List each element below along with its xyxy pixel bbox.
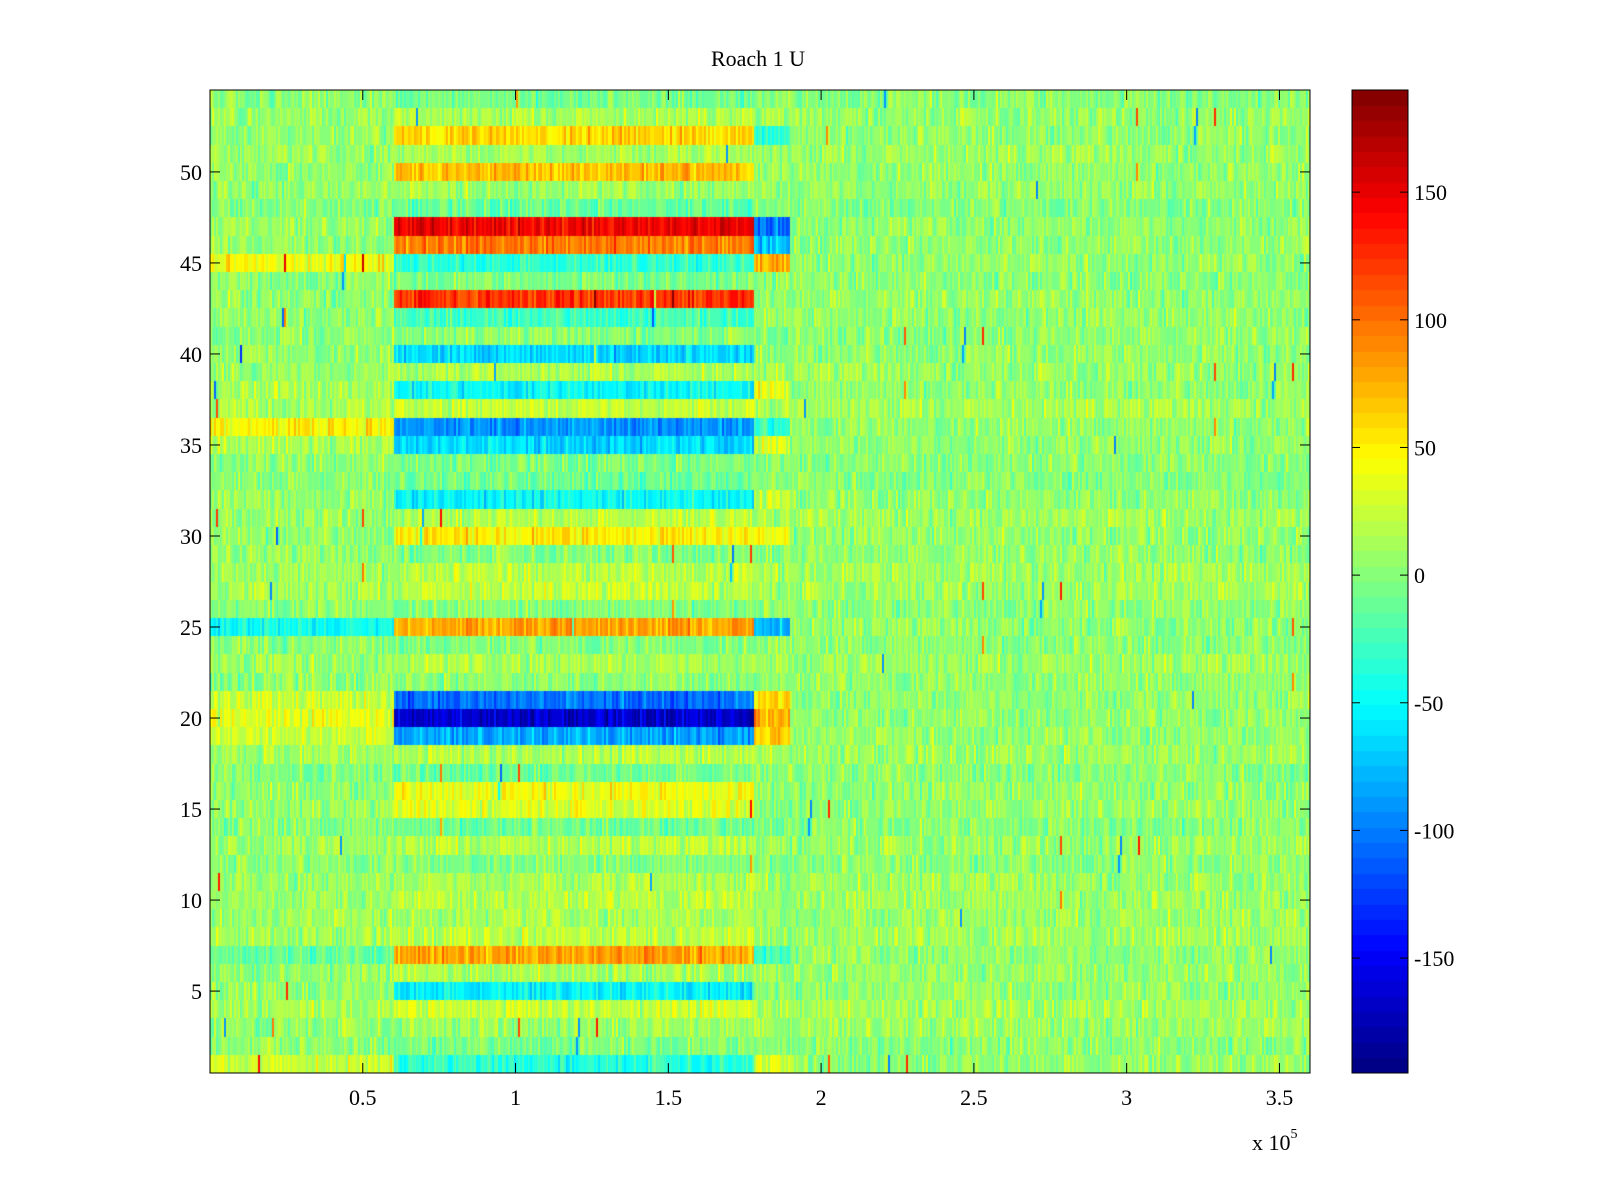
chart-title: Roach 1 U xyxy=(711,46,805,71)
x-tick-label: 2.5 xyxy=(960,1085,988,1110)
colorbar-tick-label: 100 xyxy=(1414,308,1447,333)
x-tick-label: 1.5 xyxy=(655,1085,683,1110)
x-tick-label: 3.5 xyxy=(1266,1085,1294,1110)
x-axis: 0.5 1 1.5 2 2.5 3 3.5 xyxy=(349,90,1293,1110)
colorbar-tick-label: -150 xyxy=(1414,946,1454,971)
colorbar-tick-label: 0 xyxy=(1414,563,1425,588)
x-exponent-base: x 10 xyxy=(1252,1130,1291,1155)
y-tick-label: 50 xyxy=(180,160,202,185)
heatmap-cells xyxy=(210,90,1310,1073)
y-tick-label: 20 xyxy=(180,706,202,731)
plot-frame xyxy=(209,89,1311,1074)
colorbar-tick-label: -50 xyxy=(1414,691,1443,716)
colorbar-ticks: 150 100 50 0 -50 -100 -150 xyxy=(1352,180,1454,971)
x-tick-label: 2 xyxy=(816,1085,827,1110)
y-tick-label: 10 xyxy=(180,888,202,913)
x-tick-label: 1 xyxy=(510,1085,521,1110)
colorbar-frame xyxy=(1351,89,1409,1074)
colorbar-tick-label: -100 xyxy=(1414,818,1454,843)
colorbar-tick-label: 150 xyxy=(1414,180,1447,205)
y-tick-label: 40 xyxy=(180,342,202,367)
heatmap-plot-area xyxy=(209,89,1311,1074)
x-tick-label: 3 xyxy=(1121,1085,1132,1110)
x-exponent-power: 5 xyxy=(1291,1127,1298,1142)
y-tick-label: 35 xyxy=(180,433,202,458)
y-tick-label: 15 xyxy=(180,797,202,822)
x-exponent-label: x 105 xyxy=(1252,1127,1298,1155)
colorbar: 150 100 50 0 -50 -100 -150 xyxy=(1351,89,1454,1074)
y-axis: 5 10 15 20 25 30 35 40 45 50 xyxy=(180,160,1310,1004)
y-tick-label: 30 xyxy=(180,524,202,549)
y-tick-label: 5 xyxy=(191,979,202,1004)
colorbar-tick-label: 50 xyxy=(1414,435,1436,460)
colorbar-gradient xyxy=(1352,90,1408,1073)
x-tick-label: 0.5 xyxy=(349,1085,377,1110)
y-tick-label: 45 xyxy=(180,251,202,276)
y-tick-label: 25 xyxy=(180,615,202,640)
